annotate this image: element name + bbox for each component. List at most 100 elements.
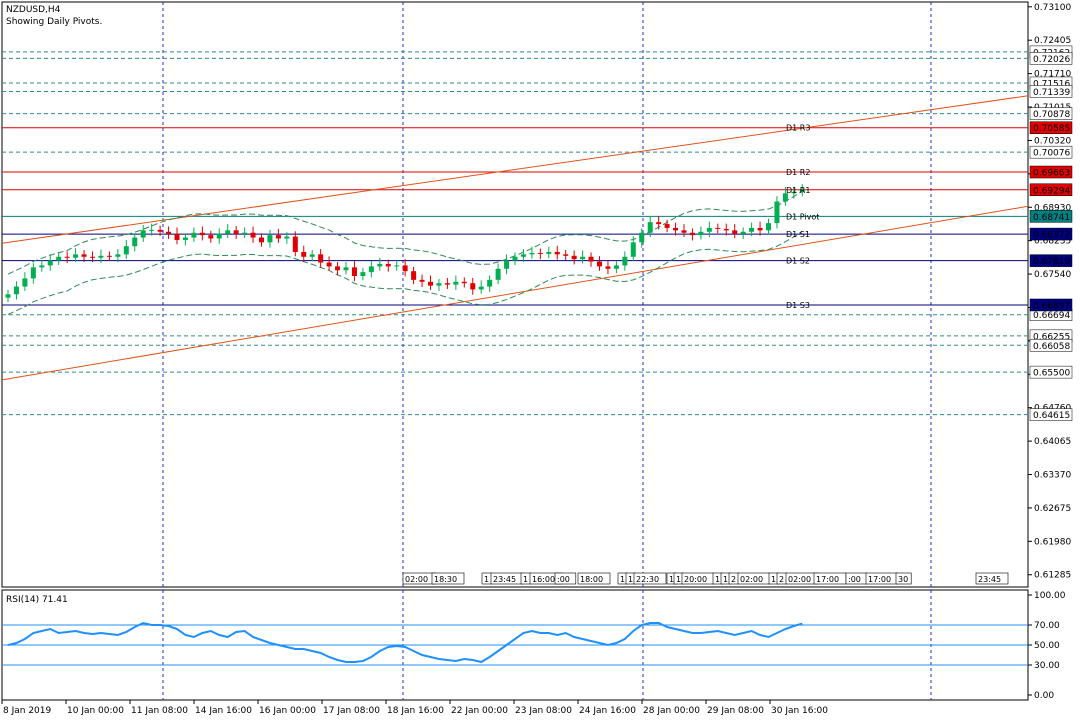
session-box-label: 1 [620,575,625,584]
candle-body [13,286,19,295]
session-box [895,572,912,585]
dashed-level-tag-box [1029,408,1073,421]
time-tick-label: 14 Jan 16:00 [195,706,252,716]
candle-body [656,222,662,225]
candle-body [478,286,484,290]
candle-body [715,227,721,229]
candle-body [749,227,755,232]
price-tick-label: 0.63370 [1034,471,1071,481]
dashed-level-tag-box [1029,85,1073,98]
candle-body [157,229,163,232]
trend-line [1,205,1029,381]
candle-body [597,261,602,267]
rsi-tick-label: 50.00 [1034,641,1060,651]
candle-body [495,268,501,280]
session-box-label: 23:45 [493,575,516,584]
time-tick-label: 17 Jan 08:00 [323,706,380,716]
price-tick-label: 0.72405 [1034,36,1071,46]
candle-body [605,266,611,269]
candle-body [588,256,594,262]
candle-body [326,262,332,267]
candle-body [757,227,763,231]
pivot-level-label: D1 S3 [786,301,810,310]
session-box-label: 20:00 [684,575,707,584]
candle-body [681,230,687,233]
candle-body [233,230,239,234]
time-tick-label: 30 Jan 16:00 [771,706,828,716]
envelope-bands [7,190,803,315]
candle-body [504,260,510,269]
candle-body [554,251,560,255]
price-tick-label: 0.61980 [1034,537,1071,547]
session-box-label: 16:00 [532,575,555,584]
pivot-level-tag-box [1029,210,1073,223]
rsi-tick-label: 0.00 [1034,691,1054,701]
rsi-tick-label: 30.00 [1034,661,1060,671]
pivot-level-tag-text: 0.68741 [1033,213,1070,223]
candle-body [149,229,155,231]
candle-body [267,235,273,243]
candles [5,184,805,302]
dashed-level-tag-text: 0.66255 [1033,332,1070,342]
price-tick-label: 0.71710 [1034,70,1071,80]
price-tick-label: 0.68930 [1034,203,1071,213]
candle-body [301,251,307,257]
candle-body [689,232,695,236]
dashed-level-tag-text: 0.71516 [1033,79,1070,89]
price-tick-label: 0.73100 [1034,3,1071,13]
candle-body [385,263,391,267]
candle-body [377,263,383,267]
candle-body [284,236,290,239]
price-tags: 0.721620.720260.715160.713390.708780.700… [1029,45,1073,421]
candle-body [106,255,112,257]
candle-body [73,254,79,258]
candle-body [613,265,619,269]
session-box-label: 18:30 [434,575,457,584]
rsi-tick-label: 70.00 [1034,621,1060,631]
candle-body [723,228,729,231]
candle-body [199,232,205,236]
candle-body [766,223,771,231]
price-tick-label: 0.61285 [1034,571,1071,581]
candle-body [115,254,121,257]
candle-body [402,265,408,272]
session-box-label: 02:00 [405,575,428,584]
session-box-label: 1 [523,575,528,584]
pivot-labels: D1 R3 D1 R2 D1 R1 D1 Pivot D1 S1 D1 S2 D1 S3 [786,124,819,310]
candle-body [622,256,628,266]
candle-body [698,231,704,236]
candle-body [216,233,222,239]
candle-body [64,256,70,258]
pivot-level-tag-text: 0.67819 [1033,257,1070,267]
candle-body [563,254,569,256]
candle-body [140,230,146,238]
candle-body [259,237,264,243]
time-tick-label: 11 Jan 08:00 [131,706,188,716]
candle-body [368,266,374,273]
candle-body [580,256,586,260]
candle-body [208,235,214,239]
session-box [431,572,465,585]
session-box-label: 2 [779,575,784,584]
rsi-line [7,621,803,664]
session-box [554,572,577,585]
candle-body [292,236,298,252]
candle-body [30,267,36,279]
session-box [577,572,611,585]
time-axis: 8 Jan 2019 10 Jan 00:00 11 Jan 08:00 14 Jan… [1,700,828,716]
time-tick-label: 16 Jan 00:00 [259,706,316,716]
pivot-level-tag-box [1029,227,1073,241]
session-box-label: 23:45 [978,575,1001,584]
rsi-indicator [2,621,1028,666]
session-box-label: 02:00 [788,575,811,584]
session-box-label: :00 [848,575,861,584]
candle-body [436,283,442,286]
candle-body [360,272,366,276]
price-tick-label: 0.64065 [1034,437,1071,447]
candle-body [174,233,180,240]
dashed-level-tag-text: 0.66694 [1033,311,1070,321]
dashed-level-tag-box [1029,107,1073,120]
candle-body [242,232,248,234]
session-boxes: 02:00 18:30 1 23:45 1 16:00:00 18:00 1 1 22:30 1 1 2… [402,572,1009,585]
pivot-level-label: D1 R2 [786,168,810,177]
